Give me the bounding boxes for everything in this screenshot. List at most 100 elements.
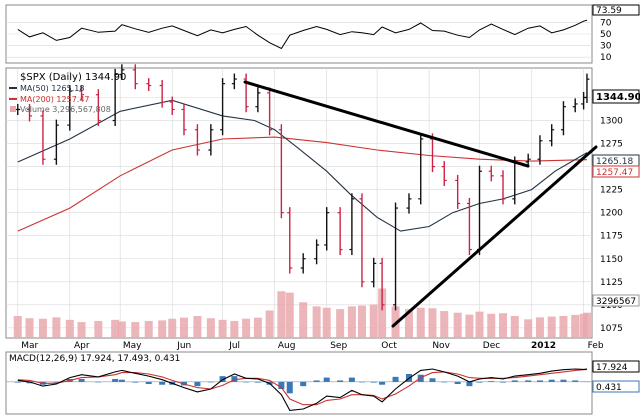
ma200-line bbox=[17, 136, 588, 232]
macd-histogram-bar bbox=[14, 381, 21, 383]
ma50-value-tag: 1265.18 bbox=[592, 154, 640, 167]
price-bar bbox=[208, 124, 214, 156]
macd-histogram-bar bbox=[358, 381, 365, 383]
price-bar bbox=[132, 64, 138, 90]
rsi-line-path bbox=[17, 19, 588, 50]
macd-histogram-bar bbox=[313, 380, 320, 382]
price-tick-label: 1175 bbox=[600, 232, 623, 242]
month-tick-label: 2012 bbox=[531, 341, 556, 351]
month-tick-label: Aug bbox=[278, 341, 296, 351]
macd-histogram-bar bbox=[219, 376, 226, 382]
volume-bar bbox=[193, 316, 202, 338]
macd-histogram-bar bbox=[525, 380, 532, 382]
volume-bars bbox=[13, 288, 591, 338]
volume-bar bbox=[230, 320, 239, 338]
month-tick-label: Jul bbox=[228, 341, 240, 351]
price-bar bbox=[406, 193, 412, 214]
macd-histogram-bar bbox=[53, 381, 60, 383]
price-bar bbox=[359, 193, 365, 288]
price-bar bbox=[40, 110, 46, 165]
rsi-tick-label: 70 bbox=[600, 18, 612, 28]
macd-histogram-bar bbox=[95, 381, 102, 383]
volume-bar bbox=[357, 305, 366, 338]
rsi-value-tag: 73.59 bbox=[592, 4, 640, 16]
price-bar bbox=[27, 103, 33, 122]
volume-bar bbox=[299, 302, 308, 338]
upper-trendline bbox=[243, 80, 530, 168]
price-bar bbox=[549, 124, 555, 147]
macd-panel bbox=[5, 351, 593, 415]
volume-bar bbox=[117, 321, 126, 338]
price-bar bbox=[349, 193, 355, 256]
macd-histogram-bar bbox=[536, 380, 543, 382]
macd-line bbox=[17, 368, 588, 411]
macd-histogram-bar bbox=[466, 381, 473, 387]
price-bar bbox=[95, 89, 101, 127]
volume-legend-swatch bbox=[10, 106, 16, 112]
volume-bar bbox=[131, 322, 140, 338]
volume-bar bbox=[218, 319, 227, 338]
volume-bar bbox=[347, 306, 356, 338]
macd-histogram-bar bbox=[145, 381, 152, 384]
price-bar bbox=[159, 79, 165, 108]
macd-histogram-bar bbox=[231, 376, 238, 382]
month-tick-label: Nov bbox=[432, 341, 450, 351]
volume-bar bbox=[571, 314, 580, 338]
volume-bar bbox=[487, 313, 496, 338]
volume-bar bbox=[25, 318, 34, 338]
volume-bar bbox=[499, 313, 508, 338]
price-bar bbox=[584, 73, 590, 104]
volume-bar bbox=[524, 319, 533, 338]
volume-bar bbox=[111, 319, 120, 338]
macd-signal-line bbox=[17, 368, 588, 406]
macd-histogram-bar bbox=[488, 381, 495, 382]
price-bar bbox=[243, 73, 249, 113]
macd-hist-value-tag: 0.431 bbox=[592, 380, 640, 393]
macd-histogram-bar bbox=[132, 381, 139, 383]
volume-bar bbox=[206, 318, 215, 338]
price-bar bbox=[337, 207, 343, 256]
price-bar bbox=[371, 257, 377, 288]
macd-histogram-bar bbox=[560, 379, 567, 382]
volume-bar bbox=[582, 312, 591, 338]
macd-histogram-bar bbox=[583, 381, 590, 383]
volume-bar bbox=[535, 317, 544, 338]
price-bar bbox=[418, 133, 424, 205]
svg-text:1257.47: 1257.47 bbox=[596, 168, 633, 178]
month-tick-label: May bbox=[123, 341, 142, 351]
macd-histogram-bar bbox=[112, 379, 119, 382]
macd-histogram-bar bbox=[254, 381, 261, 383]
macd-histogram-bar bbox=[159, 381, 166, 385]
volume-bar bbox=[510, 316, 519, 338]
price-bar bbox=[119, 64, 125, 80]
price-bar bbox=[278, 124, 284, 219]
macd-histogram-bar bbox=[194, 381, 201, 387]
price-bar bbox=[314, 239, 320, 265]
price-tick-label: 1125 bbox=[600, 278, 623, 288]
price-bar bbox=[220, 78, 226, 136]
price-tick-label: 1150 bbox=[600, 255, 623, 265]
price-bar bbox=[112, 68, 118, 127]
macd-title: MACD(12,26,9) 17.924, 17.493, 0.431 bbox=[9, 354, 180, 364]
volume-bar bbox=[13, 316, 22, 338]
price-bar bbox=[560, 101, 566, 136]
volume-bar bbox=[77, 322, 86, 338]
price-bar bbox=[379, 257, 385, 311]
price-bar bbox=[455, 174, 461, 209]
volume-bar bbox=[475, 311, 484, 338]
svg-text:3296567: 3296567 bbox=[596, 297, 636, 307]
price-bar bbox=[572, 98, 578, 113]
volume-bar bbox=[378, 288, 387, 338]
lower-trendline bbox=[391, 145, 598, 328]
rsi-tick-label: 10 bbox=[600, 53, 612, 63]
macd-histogram-bar bbox=[243, 381, 250, 383]
trendlines bbox=[243, 80, 598, 328]
volume-value-tag: 3296567 bbox=[592, 294, 640, 307]
ma200-value-tag: 1257.47 bbox=[592, 165, 640, 178]
month-tick-label: Oct bbox=[381, 341, 397, 351]
volume-bar bbox=[547, 316, 556, 338]
macd-histogram-bar bbox=[370, 381, 377, 383]
price-tick-label: 1300 bbox=[600, 117, 623, 127]
macd-histogram-bar bbox=[300, 381, 307, 387]
volume-bar bbox=[38, 318, 47, 338]
